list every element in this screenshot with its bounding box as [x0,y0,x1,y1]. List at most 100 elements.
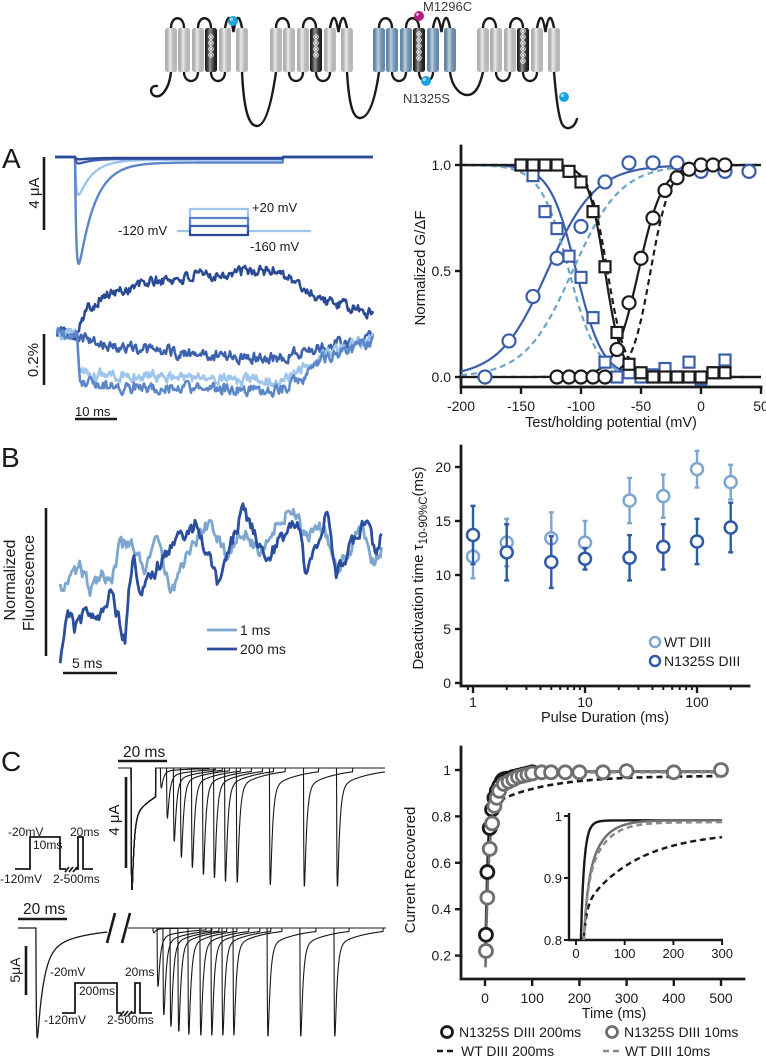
data-point-square [634,366,648,380]
segment-shading [427,28,439,72]
data-point-square [538,158,552,172]
cyan-site-marker [228,16,238,26]
plus-icon [521,35,525,39]
data-point-square [574,270,588,284]
gating-charge-icon [416,55,422,61]
data-point-square [682,355,696,369]
segment-shading [548,28,560,72]
data-point-square [562,164,576,178]
x-tick-label: 500 [709,990,733,1006]
current-trace [54,155,374,161]
inset-y-tick-label: 1 [555,809,562,824]
recovery-current-trace [118,767,386,890]
axes [459,444,751,688]
y-tick-label: 15 [435,513,451,529]
inset-x-tick-label: 200 [663,946,685,961]
protocol-break-mark [119,1010,133,1017]
x-tick-label: -200 [447,398,475,414]
protocol-interval: 2-500ms [53,872,100,886]
data-point-square [682,370,696,384]
recovery-current-trace [128,927,386,1037]
y-label-line-1: Normalized [2,540,19,621]
protocol-prepulse-level: -20mV [50,965,85,979]
recovery-current-trace [128,927,386,1032]
fluorescence-trace [55,327,374,398]
inset-plot-area [579,819,723,940]
data-point-square [694,370,708,384]
fluorescence-trace [58,502,383,664]
data-point [479,864,496,880]
protocol-prepulse-duration: 10ms [33,838,62,852]
recovery-fit-line [489,771,721,835]
y-tick-label: 0.2 [432,948,452,964]
y-tick-label: 0 [443,675,451,691]
y-tick-label: 5 [443,621,451,637]
plus-icon [417,38,421,42]
plot-area [478,762,729,968]
data-point [665,764,682,781]
recovery-current-trace [128,927,386,1027]
gating-charge-icon [520,34,526,40]
data-point-square [550,222,564,236]
voltage-protocol-inset: -20mV 200ms 20ms -120mV 2-500ms [44,965,154,1027]
data-point-square [574,175,588,189]
gating-charge-icon [208,40,214,46]
data-point-circle [525,288,541,305]
legend-marker-n1325s [648,654,662,668]
y-axis-title: Normalized G/ΔF [412,210,429,325]
segment-shading [504,28,516,72]
segment-shading [270,28,282,72]
y-label-line-2: Fluorescence [21,535,38,631]
y-axis-title-main: Deactivation time τ [410,544,427,669]
current-traces [54,155,374,266]
marker-highlight [422,77,426,81]
y-axis-title-subscript: 10-90%C [418,496,430,544]
legend-marker-wt [648,635,662,649]
fluorescence-traces [58,502,383,664]
protocol-prepulse-level: -20mV [8,825,43,839]
fluorescence-trace [55,325,375,366]
legend-label-wt: WT DIII [664,634,711,650]
data-point [713,762,729,778]
legend-label-200ms: 200 ms [240,641,286,657]
mutation-marker-n1325s [421,76,431,86]
inset-fit-line [582,819,723,940]
data-point-square [562,249,576,263]
data-point-square [718,366,732,380]
segment-shading [324,28,336,72]
inset-x-tick-label: 0 [572,946,579,961]
step-level-line [188,207,250,231]
x-tick-label: -150 [507,398,535,414]
data-point [689,534,705,549]
data-point [478,926,494,943]
data-point-square [658,370,672,384]
recovery-current-trace [128,927,386,1036]
recovery-current-traces [118,767,386,890]
prepulse-current-trace [18,927,108,1039]
segment-shading [283,28,295,72]
gating-charge-icon [520,52,526,58]
data-point [723,474,738,490]
y-axis-title: Deactivation time τ10-90%C(ms) [410,466,430,669]
inset-fit-line [582,836,723,940]
data-point [557,764,574,781]
data-point-square [718,353,732,367]
segment-shading [178,28,190,72]
data-point-circle [669,155,685,171]
segment-shading [297,28,309,72]
time-scale-label: 20 ms [123,744,165,761]
legend-label-n1325s-200ms: N1325S DIII 200ms [459,1024,581,1040]
data-point [595,764,611,781]
x-axis-title: Test/holding potential (mV) [525,415,697,431]
gating-charge-icon [520,40,526,46]
recovery-current-trace [128,927,386,1036]
plus-icon [521,29,525,33]
x-tick-label: 100 [521,990,545,1006]
gating-charge-icon [208,46,214,52]
sodium-channel-schematic [149,11,579,130]
data-point-circle [621,155,637,171]
data-point-circle [717,157,733,173]
data-point-circle [645,210,661,226]
data-point-square [586,311,600,325]
